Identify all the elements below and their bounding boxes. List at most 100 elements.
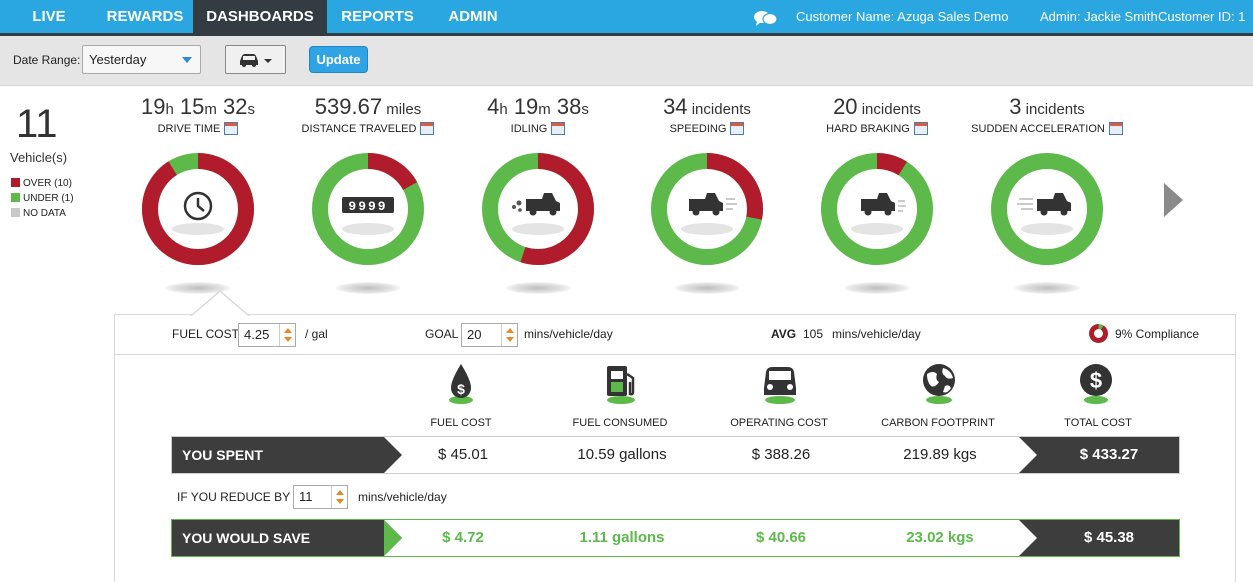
calendar-report-icon[interactable]: [551, 122, 566, 135]
metric-speeding-value: 34 incidents: [622, 94, 792, 120]
stepper-arrows-icon[interactable]: [331, 486, 347, 508]
reduce-by-input[interactable]: 11: [293, 485, 348, 509]
metric-distance-traveled-label: DISTANCE TRAVELED: [283, 122, 453, 136]
admin-name: Admin: Jackie Smith: [1040, 9, 1158, 24]
fuel-pump-icon: [607, 366, 635, 404]
calendar-report-icon[interactable]: [730, 122, 745, 135]
you-spent-tail-shape: [1019, 437, 1179, 473]
goal-input[interactable]: 20: [461, 323, 518, 347]
metric-drive-time-label: DRIVE TIME: [113, 122, 283, 136]
top-navigation-bar: LIVE REWARDS DASHBOARDS REPORTS ADMIN Cu…: [0, 0, 1253, 33]
metric-label-text: SPEEDING: [669, 123, 727, 135]
filter-bar: Date Range: Yesterday Update: [0, 36, 1253, 86]
fuel-drop-dollar-icon: $: [449, 364, 473, 404]
col-fuel-consumed-label: FUEL CONSUMED: [572, 417, 668, 429]
svg-text:$: $: [457, 381, 465, 397]
save-operating-cost: $ 40.66: [755, 529, 807, 546]
you-would-save-tail-shape: [1019, 520, 1179, 556]
col-carbon-footprint-label: CARBON FOOTPRINT: [881, 417, 995, 429]
donut-shadow: [505, 282, 571, 294]
speeding-truck-icon: [681, 193, 737, 235]
tab-dashboards[interactable]: DASHBOARDS: [193, 0, 327, 33]
car-icon: [240, 54, 272, 67]
legend-over: OVER (10): [11, 178, 72, 190]
metric-value-part: m: [538, 101, 551, 118]
save-carbon-footprint: 23.02 kgs: [906, 529, 974, 546]
you-would-save-bar: YOU WOULD SAVE $ 4.72 1.11 gallons $ 40.…: [171, 519, 1180, 557]
tab-reports[interactable]: REPORTS: [341, 8, 414, 25]
legend-no-data: NO DATA: [11, 208, 66, 220]
legend-swatch-under: [11, 193, 20, 202]
tab-live[interactable]: LIVE: [32, 8, 66, 25]
calendar-report-icon[interactable]: [1108, 122, 1123, 135]
col-operating-cost-label: OPERATING COST: [730, 417, 828, 429]
metric-idling: 4h 19m 38s IDLING: [453, 94, 623, 136]
metric-label-text: DISTANCE TRAVELED: [301, 123, 417, 135]
dollar-coin-icon: $: [1080, 364, 1112, 404]
metric-drive-time-donut[interactable]: [141, 152, 255, 266]
metric-value-part: 15: [173, 94, 205, 119]
compliance-text: 9% Compliance: [1115, 327, 1200, 341]
fuel-cost-label: FUEL COST: [172, 327, 239, 341]
metric-hard-braking-value: 20 incidents: [792, 94, 962, 120]
reduce-by-value: 11: [299, 489, 313, 504]
donut-shadow: [844, 282, 910, 294]
metric-speeding: 34 incidents SPEEDING: [622, 94, 792, 136]
donut-over-segment: [821, 153, 933, 265]
vehicle-filter-dropdown[interactable]: [225, 45, 286, 74]
legend-under-label: UNDER (1): [23, 193, 74, 204]
calendar-report-icon[interactable]: [420, 122, 435, 135]
donut-shadow: [1014, 282, 1080, 294]
stepper-arrows-icon[interactable]: [279, 324, 295, 346]
col-fuel-cost-label: FUEL COST: [430, 417, 492, 429]
donut-over-segment: [482, 153, 594, 265]
reduce-by-unit: mins/vehicle/day: [358, 490, 447, 504]
spent-total-cost: $ 433.27: [1079, 446, 1139, 463]
metric-value-part: 34: [663, 94, 688, 119]
goal-value: 20: [467, 327, 482, 342]
metric-speeding-donut[interactable]: [650, 152, 764, 266]
metric-distance-traveled-donut[interactable]: 9999: [311, 152, 425, 266]
metric-sudden-acceleration-label: SUDDEN ACCELERATION: [962, 122, 1132, 136]
metric-value-part: incidents: [1021, 101, 1085, 118]
metric-value-part: incidents: [687, 101, 751, 118]
stepper-arrows-icon[interactable]: [501, 324, 517, 346]
panel-pointer-inner: [192, 292, 248, 316]
next-arrow-icon[interactable]: [1164, 183, 1183, 217]
metric-hard-braking: 20 incidents HARD BRAKING: [792, 94, 962, 136]
avg-value: 105: [803, 327, 824, 341]
chat-bubbles-icon[interactable]: [753, 9, 779, 27]
metric-idling-value: 4h 19m 38s: [453, 94, 623, 120]
svg-text:$: $: [1090, 368, 1102, 393]
odometer-icon: 9999: [342, 197, 394, 235]
save-fuel-cost: $ 4.72: [442, 529, 484, 546]
metric-idling-donut[interactable]: [481, 152, 595, 266]
metric-label-text: HARD BRAKING: [826, 123, 910, 135]
calendar-report-icon[interactable]: [224, 122, 239, 135]
tab-admin[interactable]: ADMIN: [448, 8, 498, 25]
update-button[interactable]: Update: [309, 46, 368, 73]
metric-sudden-acceleration-donut[interactable]: [990, 152, 1104, 266]
spent-carbon-footprint: 219.89 kgs: [903, 446, 977, 463]
legend-over-label: OVER (10): [23, 178, 72, 189]
metric-value-part: 32: [216, 94, 248, 119]
donut-under-segment: [991, 153, 1103, 265]
metric-value-part: 20: [833, 94, 858, 119]
metric-sudden-acceleration: 3 incidents SUDDEN ACCELERATION: [962, 94, 1132, 136]
you-spent-label: YOU SPENT: [182, 447, 263, 463]
save-fuel-consumed: 1.11 gallons: [579, 529, 665, 546]
metric-value-part: 19: [140, 94, 166, 119]
reduce-by-label: IF YOU REDUCE BY: [177, 490, 291, 504]
calendar-report-icon[interactable]: [913, 122, 928, 135]
metric-value-part: h: [165, 101, 174, 118]
you-would-save-head-shape: [172, 520, 402, 556]
fuel-cost-input[interactable]: 4.25: [238, 323, 296, 347]
date-range-select[interactable]: Yesterday: [82, 45, 201, 74]
donut-over-segment: [312, 153, 424, 265]
metric-hard-braking-donut[interactable]: [820, 152, 934, 266]
tab-rewards[interactable]: REWARDS: [106, 8, 184, 25]
clock-icon: [172, 191, 224, 235]
avg-label: AVG: [771, 327, 797, 341]
save-total-cost: $ 45.38: [1083, 529, 1135, 546]
nav-divider: [0, 33, 1253, 36]
